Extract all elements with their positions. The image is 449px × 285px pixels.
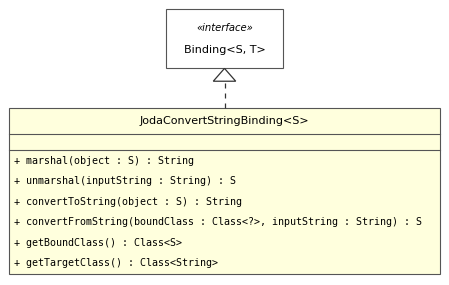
Text: + convertToString(object : S) : String: + convertToString(object : S) : String xyxy=(14,197,242,207)
Text: + getBoundClass() : Class<S>: + getBoundClass() : Class<S> xyxy=(14,238,182,248)
Text: + getTargetClass() : Class<String>: + getTargetClass() : Class<String> xyxy=(14,258,218,268)
Text: + unmarshal(inputString : String) : S: + unmarshal(inputString : String) : S xyxy=(14,176,236,186)
Text: «interface»: «interface» xyxy=(196,23,253,33)
Polygon shape xyxy=(213,68,236,81)
Text: Binding<S, T>: Binding<S, T> xyxy=(184,45,265,56)
Text: + marshal(object : S) : String: + marshal(object : S) : String xyxy=(14,156,194,166)
Text: + convertFromString(boundClass : Class<?>, inputString : String) : S: + convertFromString(boundClass : Class<?… xyxy=(14,217,423,227)
Bar xyxy=(9,108,440,274)
Text: JodaConvertStringBinding<S>: JodaConvertStringBinding<S> xyxy=(140,116,309,126)
Bar xyxy=(166,9,283,68)
